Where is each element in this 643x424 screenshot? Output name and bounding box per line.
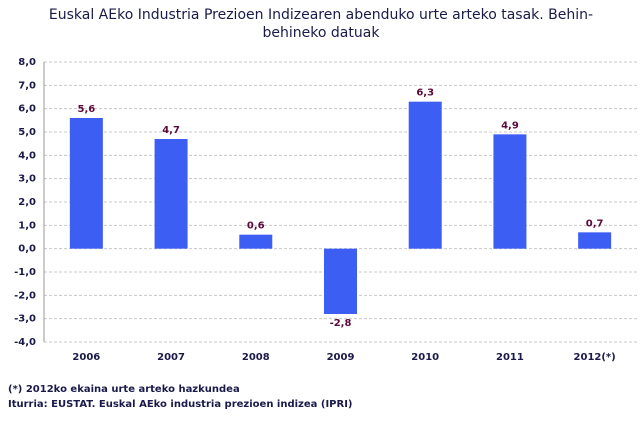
y-tick-label: 2,0 [18, 197, 36, 208]
x-tick-label: 2011 [496, 352, 524, 363]
source-note: Iturria: EUSTAT. Euskal AEko industria p… [8, 399, 353, 410]
bar [578, 232, 612, 249]
y-tick-label: 7,0 [18, 80, 36, 91]
x-tick-label: 2007 [157, 352, 185, 363]
value-label: 4,7 [162, 125, 180, 136]
bar [154, 139, 188, 249]
y-tick-label: 8,0 [18, 57, 36, 68]
x-tick-label: 2012(*) [574, 352, 616, 363]
x-tick-label: 2006 [72, 352, 100, 363]
value-label: 4,9 [501, 120, 519, 131]
y-tick-label: 0,0 [18, 244, 36, 255]
value-label: 6,3 [416, 88, 434, 99]
y-tick-label: -2,0 [14, 290, 36, 301]
value-label: 5,6 [77, 104, 95, 115]
x-tick-label: 2008 [242, 352, 270, 363]
x-tick-label: 2010 [411, 352, 439, 363]
y-tick-label: -4,0 [14, 337, 36, 348]
bar [493, 134, 527, 249]
chart-title: Euskal AEko Industria Prezioen Indizeare… [49, 7, 593, 23]
x-tick-label: 2009 [327, 352, 355, 363]
value-label: 0,7 [586, 218, 604, 229]
bar [69, 118, 103, 249]
y-tick-label: 4,0 [18, 150, 36, 161]
y-tick-label: 6,0 [18, 104, 36, 115]
value-label: -2,8 [330, 318, 352, 329]
y-tick-label: 5,0 [18, 127, 36, 138]
bar [408, 101, 442, 249]
y-tick-label: 1,0 [18, 220, 36, 231]
chart-title: behineko datuak [263, 25, 381, 41]
bar [239, 234, 273, 249]
y-tick-label: 3,0 [18, 174, 36, 185]
value-label: 0,6 [247, 221, 265, 232]
y-tick-label: -3,0 [14, 314, 36, 325]
bar [324, 248, 357, 314]
footnote: (*) 2012ko ekaina urte arteko hazkundea [8, 384, 240, 395]
y-tick-label: -1,0 [14, 267, 36, 278]
